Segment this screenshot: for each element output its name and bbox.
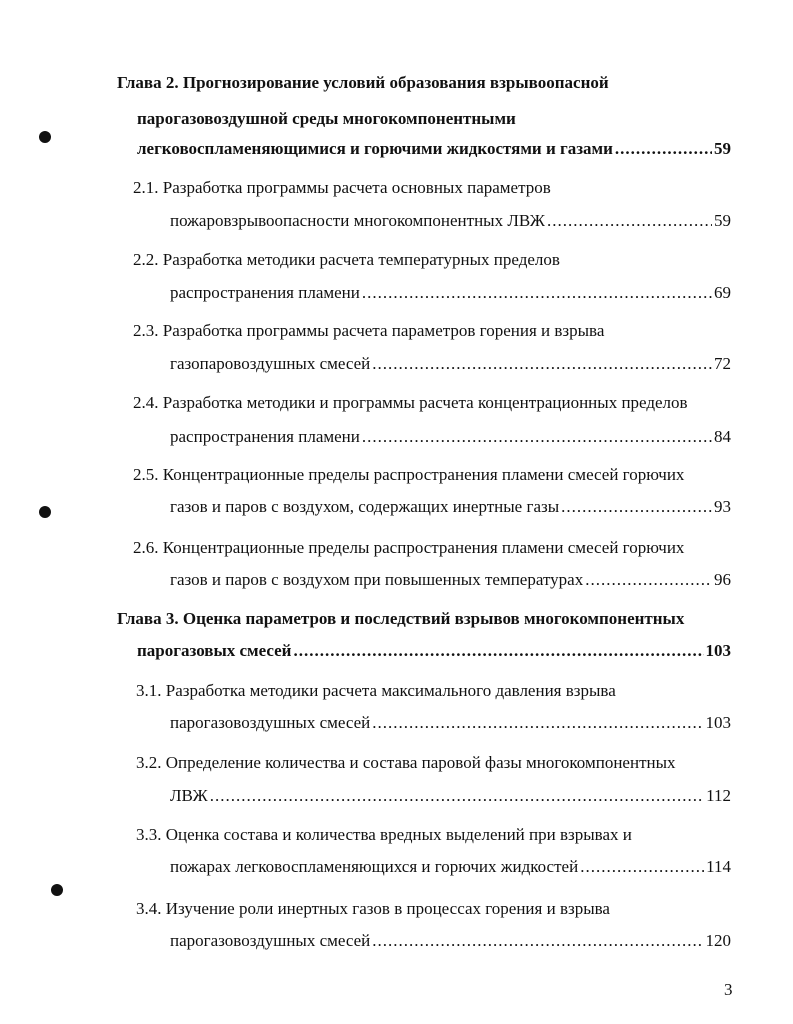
toc-section-line: 2.4. Разработка методики и программы рас… <box>133 392 688 414</box>
toc-chapter-line: парогазовых смесей 103 <box>137 640 731 662</box>
entry-title: ЛВЖ <box>170 786 208 805</box>
entry-page-number: 93 <box>714 497 731 516</box>
entry-page-number: 103 <box>705 641 732 660</box>
entry-page-number: 69 <box>714 283 731 302</box>
entry-title: распространения пламени <box>170 283 360 302</box>
entry-title: 2.6. Концентрационные пределы распростра… <box>133 538 685 557</box>
entry-page-number: 96 <box>714 570 731 589</box>
entry-title: 3.2. Определение количества и состава па… <box>136 753 676 772</box>
toc-section-line: газопаровоздушных смесей 72 <box>170 353 731 375</box>
toc-section-line: 3.2. Определение количества и состава па… <box>136 752 676 774</box>
entry-title: 3.4. Изучение роли инертных газов в проц… <box>136 899 610 918</box>
entry-title: 3.3. Оценка состава и количества вредных… <box>136 825 632 844</box>
toc-section-line: 3.1. Разработка методики расчета максима… <box>136 680 616 702</box>
punch-hole <box>39 506 51 518</box>
entry-title: Глава 2. Прогнозирование условий образов… <box>117 73 609 92</box>
dot-leader <box>372 353 712 375</box>
dot-leader <box>585 569 712 591</box>
punch-hole <box>39 131 51 143</box>
entry-title: 2.4. Разработка методики и программы рас… <box>133 393 688 412</box>
toc-chapter-line: легковоспламеняющимися и горючими жидкос… <box>137 138 731 160</box>
entry-title: газов и паров с воздухом, содержащих ине… <box>170 497 560 516</box>
entry-page-number: 84 <box>714 427 731 446</box>
toc-section-line: пожарах легковоспламеняющихся и горючих … <box>170 856 731 878</box>
entry-title: 3.1. Разработка методики расчета максима… <box>136 681 616 700</box>
dot-leader <box>362 282 712 304</box>
entry-title: 2.2. Разработка методики расчета темпера… <box>133 250 560 269</box>
entry-title: парогазовоздушных смесей <box>170 713 371 732</box>
entry-title: 2.1. Разработка программы расчета основн… <box>133 178 551 197</box>
toc-section-line: 3.4. Изучение роли инертных газов в проц… <box>136 898 610 920</box>
entry-page-number: 120 <box>705 931 732 950</box>
page-number: 3 <box>724 980 733 999</box>
toc-chapter-line: Глава 3. Оценка параметров и последствий… <box>117 608 684 630</box>
entry-title: газов и паров с воздухом при повышенных … <box>170 570 584 589</box>
toc-section-line: парогазовоздушных смесей 103 <box>170 712 731 734</box>
entry-page-number: 59 <box>714 139 731 158</box>
toc-chapter-line: парогазовоздушной среды многокомпонентны… <box>137 108 516 130</box>
dot-leader <box>372 712 703 734</box>
toc-section-line: парогазовоздушных смесей 120 <box>170 930 731 952</box>
toc-chapter-line: Глава 2. Прогнозирование условий образов… <box>117 72 609 94</box>
entry-title: парогазовоздушной среды многокомпонентны… <box>137 109 516 128</box>
entry-page-number: 72 <box>714 354 731 373</box>
toc-section-line: 2.1. Разработка программы расчета основн… <box>133 177 551 199</box>
dot-leader <box>580 856 704 878</box>
entry-title: распространения пламени <box>170 427 360 446</box>
dot-leader <box>362 426 712 448</box>
entry-page-number: 103 <box>705 713 732 732</box>
toc-section-line: пожаровзрывоопасности многокомпонентных … <box>170 210 731 232</box>
entry-title: 2.5. Концентрационные пределы распростра… <box>133 465 685 484</box>
entry-title: легковоспламеняющимися и горючими жидкос… <box>137 139 613 158</box>
punch-hole <box>51 884 63 896</box>
toc-section-line: 3.3. Оценка состава и количества вредных… <box>136 824 632 846</box>
dot-leader <box>561 496 712 518</box>
toc-section-line: 2.5. Концентрационные пределы распростра… <box>133 464 684 486</box>
entry-title: Глава 3. Оценка параметров и последствий… <box>117 609 685 628</box>
toc-section-line: 2.6. Концентрационные пределы распростра… <box>133 537 684 559</box>
dot-leader <box>615 138 712 160</box>
toc-section-line: 2.2. Разработка методики расчета темпера… <box>133 249 560 271</box>
toc-section-line: газов и паров с воздухом, содержащих ине… <box>170 496 731 518</box>
entry-title: парогазовоздушных смесей <box>170 931 371 950</box>
toc-section-line: распространения пламени 69 <box>170 282 731 304</box>
toc-section-line: 2.3. Разработка программы расчета параме… <box>133 320 604 342</box>
dot-leader <box>210 785 704 807</box>
entry-title: пожарах легковоспламеняющихся и горючих … <box>170 857 579 876</box>
toc-section-line: газов и паров с воздухом при повышенных … <box>170 569 731 591</box>
entry-title: пожаровзрывоопасности многокомпонентных … <box>170 211 546 230</box>
dot-leader <box>293 640 703 662</box>
dot-leader <box>372 930 703 952</box>
dot-leader <box>547 210 712 232</box>
toc-section-line: распространения пламени 84 <box>170 426 731 448</box>
entry-page-number: 59 <box>714 211 731 230</box>
entry-title: 2.3. Разработка программы расчета параме… <box>133 321 605 340</box>
toc-section-line: ЛВЖ 112 <box>170 785 731 807</box>
entry-title: газопаровоздушных смесей <box>170 354 371 373</box>
entry-page-number: 114 <box>706 857 731 876</box>
entry-title: парогазовых смесей <box>137 641 292 660</box>
entry-page-number: 112 <box>706 786 731 805</box>
